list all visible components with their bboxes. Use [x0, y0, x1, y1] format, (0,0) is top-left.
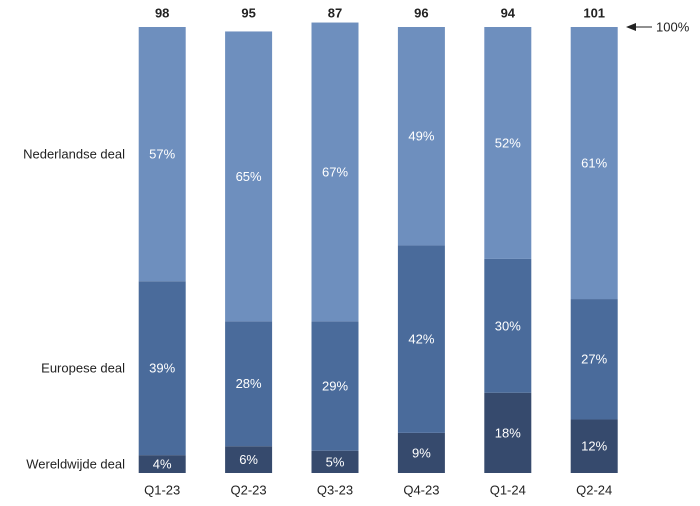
annotation-arrowhead — [626, 23, 636, 31]
value-label: 29% — [322, 378, 348, 393]
x-tick-label: Q1-24 — [490, 482, 526, 497]
total-label: 87 — [328, 5, 342, 20]
bar-segment — [138, 281, 186, 456]
bar-segment — [311, 321, 359, 451]
bar-segment — [225, 446, 273, 473]
legend-label: Europese deal — [41, 361, 125, 376]
legend-label: Wereldwijde deal — [26, 457, 125, 472]
value-label: 18% — [495, 425, 521, 440]
bar-segment — [570, 27, 618, 300]
x-tick-label: Q2-24 — [576, 482, 612, 497]
value-label: 57% — [149, 147, 175, 162]
total-label: 98 — [155, 5, 169, 20]
value-label: 39% — [149, 361, 175, 376]
bar-segment — [138, 455, 186, 473]
bar-segment — [397, 27, 445, 246]
bar-segment — [225, 31, 273, 322]
value-label: 67% — [322, 164, 348, 179]
x-tick-label: Q2-23 — [231, 482, 267, 497]
value-label: 52% — [495, 135, 521, 150]
value-label: 27% — [581, 352, 607, 367]
bar-segment — [570, 419, 618, 473]
x-tick-label: Q1-23 — [144, 482, 180, 497]
bar-segment — [484, 258, 532, 393]
value-label: 9% — [412, 445, 431, 460]
value-label: 4% — [153, 457, 172, 472]
value-label: 61% — [581, 155, 607, 170]
total-label: 94 — [501, 5, 516, 20]
bar-segment — [311, 22, 359, 322]
total-label: 101 — [583, 5, 605, 20]
value-label: 30% — [495, 318, 521, 333]
bar-segment — [138, 27, 186, 282]
value-label: 65% — [236, 169, 262, 184]
total-label: 96 — [414, 5, 428, 20]
value-label: 12% — [581, 439, 607, 454]
value-label: 5% — [326, 454, 345, 469]
bar-segment — [311, 450, 359, 473]
bar-segment — [225, 321, 273, 447]
value-label: 42% — [408, 332, 434, 347]
value-label: 49% — [408, 129, 434, 144]
bar-segment — [484, 27, 532, 259]
bar-segment — [484, 392, 532, 473]
value-label: 28% — [236, 376, 262, 391]
legend-label: Nederlandse deal — [23, 147, 125, 162]
annotation: 100% — [656, 19, 690, 34]
x-tick-label: Q4-23 — [403, 482, 439, 497]
bar-segment — [570, 299, 618, 420]
total-label: 95 — [241, 5, 255, 20]
bar-segment — [397, 245, 445, 433]
bar-segment — [397, 432, 445, 473]
value-label: 6% — [239, 452, 258, 467]
x-tick-label: Q3-23 — [317, 482, 353, 497]
